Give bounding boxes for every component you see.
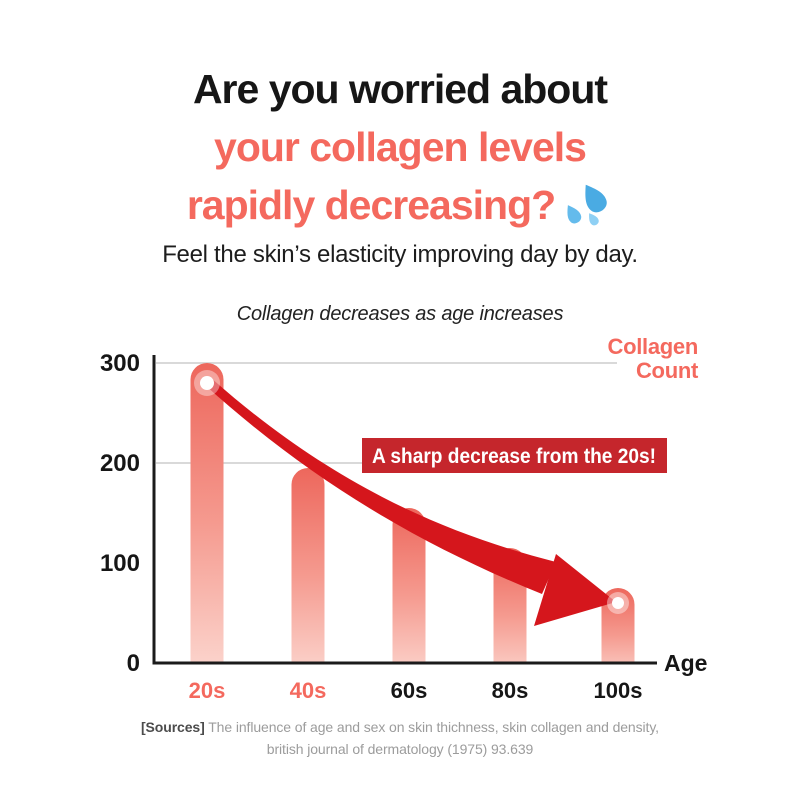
series-label-line-1: Collagen bbox=[608, 334, 699, 359]
droplet-small bbox=[589, 213, 599, 226]
start-marker-dot bbox=[200, 376, 214, 390]
sources-label: [Sources] bbox=[141, 719, 205, 735]
x-tick-label-40s: 40s bbox=[290, 678, 327, 703]
trend-arrowhead-icon bbox=[534, 554, 616, 626]
trend-curve bbox=[205, 377, 556, 594]
chart-title: Collagen decreases as age increases bbox=[236, 303, 564, 325]
x-tick-labels: 20s 40s 60s 80s 100s bbox=[189, 678, 643, 703]
title-line-2: your collagen levels bbox=[214, 124, 587, 170]
title-line-3: rapidly decreasing? bbox=[186, 182, 556, 228]
bar-20s bbox=[190, 363, 224, 663]
bar-60s bbox=[392, 508, 426, 663]
droplet-large bbox=[585, 184, 607, 213]
sources-text-1: The influence of age and sex on skin thi… bbox=[208, 719, 659, 735]
series-label-line-2: Count bbox=[636, 358, 699, 383]
sources-line-2: british journal of dermatology (1975) 93… bbox=[266, 741, 534, 757]
bars-group bbox=[190, 363, 635, 663]
sources: [Sources] The influence of age and sex o… bbox=[0, 716, 800, 760]
droplet-medium bbox=[567, 205, 582, 224]
annotation-badge bbox=[362, 438, 667, 473]
annotation-text: A sharp decrease from the 20s! bbox=[372, 445, 656, 468]
headline: Are you worried about your collagen leve… bbox=[0, 60, 800, 234]
end-marker-dot bbox=[612, 597, 624, 609]
bar-100s bbox=[601, 588, 635, 663]
y-tick-label-0: 0 bbox=[127, 650, 140, 677]
sweat-droplets-icon bbox=[567, 184, 607, 226]
x-tick-label-100s: 100s bbox=[594, 678, 643, 703]
subtitle: Feel the skin’s elasticity improving day… bbox=[162, 241, 638, 268]
collagen-bar-chart: A sharp decrease from the 20s! Collagen … bbox=[100, 334, 708, 703]
y-tick-labels: 0 100 200 300 bbox=[100, 350, 140, 677]
bar-40s bbox=[291, 468, 325, 663]
x-tick-label-20s: 20s bbox=[189, 678, 226, 703]
sources-line-1: [Sources] The influence of age and sex o… bbox=[0, 716, 800, 738]
title-line-1: Are you worried about bbox=[192, 66, 608, 112]
y-tick-label-300: 300 bbox=[100, 350, 140, 377]
y-tick-label-200: 200 bbox=[100, 450, 140, 477]
y-tick-label-100: 100 bbox=[100, 550, 140, 577]
x-tick-label-80s: 80s bbox=[492, 678, 529, 703]
x-tick-label-60s: 60s bbox=[391, 678, 428, 703]
x-axis-title: Age bbox=[664, 650, 707, 676]
